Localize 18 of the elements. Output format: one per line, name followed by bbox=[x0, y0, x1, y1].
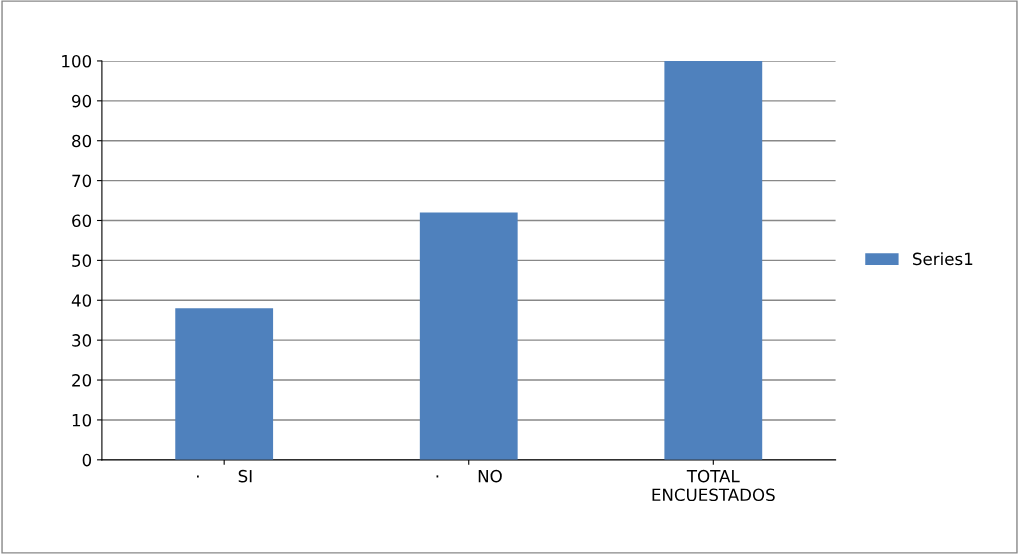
y-tick-label: 80 bbox=[72, 134, 92, 148]
legend-label: Series1 bbox=[913, 252, 973, 266]
y-tick-label: 10 bbox=[72, 413, 92, 427]
x-tick-label: · SI bbox=[197, 469, 252, 483]
y-tick-label: 50 bbox=[72, 254, 92, 267]
y-tick-label: 0 bbox=[82, 453, 92, 467]
bar bbox=[175, 308, 274, 460]
y-tick-label: 60 bbox=[72, 214, 92, 228]
y-tick-label: 20 bbox=[72, 374, 92, 387]
y-tick-label: 70 bbox=[72, 174, 92, 188]
y-tick-label: 40 bbox=[71, 294, 92, 307]
bar bbox=[664, 60, 763, 460]
y-tick-label: 30 bbox=[72, 334, 92, 347]
x-tick-label: TOTAL ENCUESTADOS bbox=[652, 469, 775, 502]
bar bbox=[419, 212, 518, 460]
x-tick-label: · NO bbox=[436, 469, 502, 483]
y-tick-label: 100 bbox=[62, 54, 92, 68]
y-tick-label: 90 bbox=[72, 94, 92, 108]
